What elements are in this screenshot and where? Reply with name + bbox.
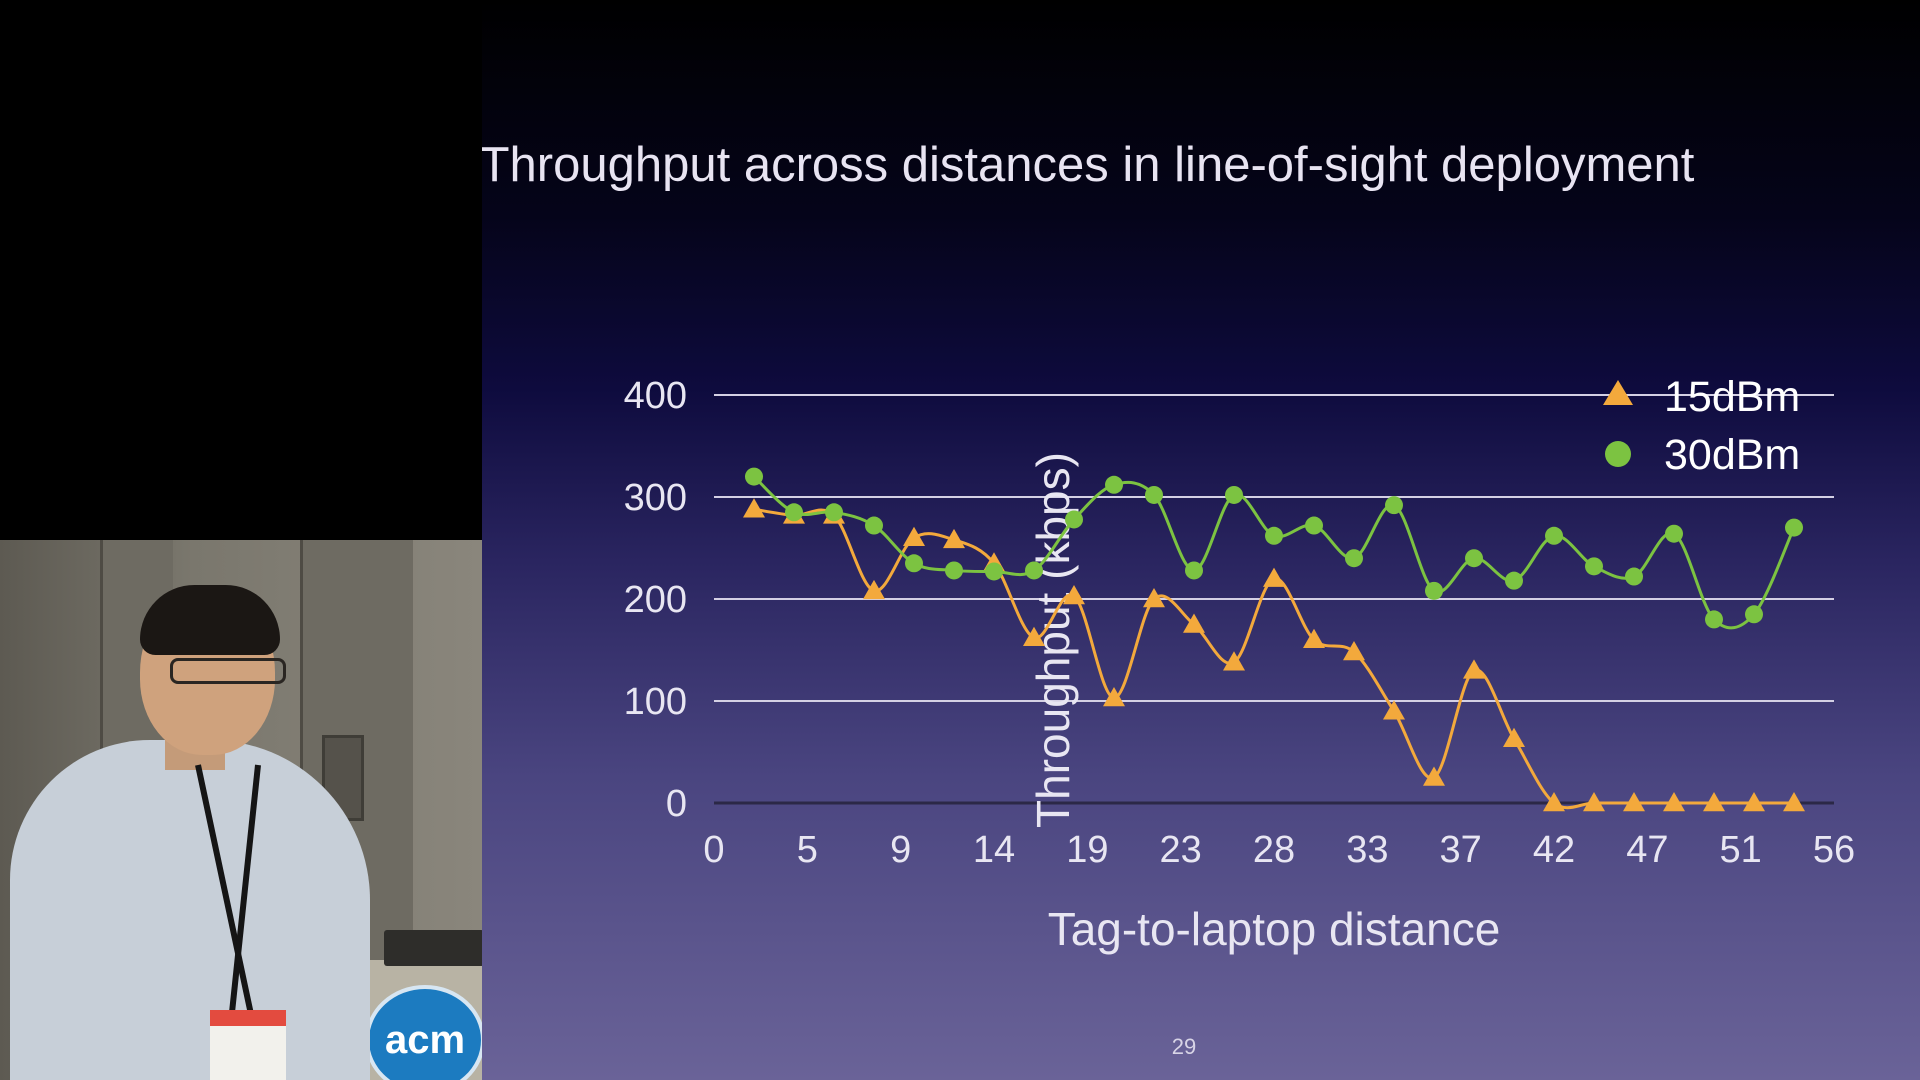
- x-tick-label: 47: [1626, 829, 1668, 871]
- data-point: [1265, 526, 1283, 545]
- data-point: [1505, 571, 1523, 590]
- series-line: [753, 507, 1794, 810]
- x-tick-label: 28: [1253, 829, 1295, 871]
- y-axis-ticks: 0 100 200 300 400: [624, 375, 687, 825]
- data-point: [903, 526, 925, 547]
- data-point: [1183, 613, 1205, 633]
- x-tick-label: 42: [1533, 829, 1575, 871]
- data-point: [1705, 610, 1723, 629]
- data-point: [1023, 626, 1045, 647]
- legend-label-15dbm: 15dBm: [1664, 373, 1800, 421]
- data-point: [1425, 581, 1443, 600]
- data-point: [745, 467, 763, 486]
- data-point: [1145, 485, 1163, 504]
- data-point: [985, 562, 1003, 581]
- laptop: [384, 930, 482, 966]
- data-point: [825, 503, 843, 522]
- data-point: [1665, 524, 1683, 543]
- data-point: [1263, 567, 1285, 587]
- data-point: [1025, 561, 1043, 580]
- x-tick-label: 23: [1160, 829, 1202, 871]
- legend-marker-30dbm: [1605, 441, 1631, 467]
- y-tick-label: 100: [624, 681, 687, 723]
- x-tick-label: 0: [703, 829, 724, 871]
- data-point: [743, 498, 765, 518]
- data-point: [1783, 792, 1805, 812]
- data-point: [1423, 766, 1445, 786]
- speaker-video-pane: acm: [0, 540, 482, 1080]
- y-tick-label: 0: [666, 783, 687, 825]
- series-15dbm: [743, 498, 1805, 812]
- data-point: [1065, 510, 1083, 529]
- data-point: [1105, 475, 1123, 494]
- data-point: [905, 554, 923, 573]
- data-point: [1385, 496, 1403, 515]
- data-point: [1063, 584, 1085, 605]
- speaker-glasses: [170, 658, 286, 684]
- legend: 15dBm 30dBm: [1603, 373, 1800, 479]
- speaker-hair: [140, 585, 280, 655]
- data-point: [1545, 526, 1563, 545]
- slide-page-number: 29: [1172, 1034, 1196, 1059]
- x-tick-label: 14: [973, 829, 1015, 871]
- chart-title: Throughput across distances in line-of-s…: [482, 138, 1695, 192]
- data-point: [1463, 659, 1485, 679]
- data-point: [1785, 518, 1803, 537]
- x-tick-label: 51: [1720, 829, 1762, 871]
- data-point: [1303, 628, 1325, 649]
- x-tick-label: 37: [1440, 829, 1482, 871]
- x-tick-label: 9: [890, 829, 911, 871]
- x-tick-label: 19: [1066, 829, 1108, 871]
- data-point: [1703, 792, 1725, 812]
- data-point: [865, 516, 883, 535]
- series-30dbm: [745, 467, 1803, 630]
- data-point: [1623, 792, 1645, 812]
- data-point: [1305, 516, 1323, 535]
- data-point: [863, 579, 885, 600]
- data-point: [1343, 641, 1365, 661]
- data-point: [1143, 588, 1165, 608]
- x-axis-label: Tag-to-laptop distance: [1048, 903, 1501, 955]
- data-point: [1745, 605, 1763, 624]
- legend-marker-15dbm: [1603, 380, 1633, 405]
- acm-logo: acm: [365, 985, 482, 1080]
- data-point: [1743, 792, 1765, 812]
- data-point: [1103, 686, 1125, 707]
- name-badge: [210, 1010, 286, 1080]
- data-series: [743, 467, 1805, 812]
- data-point: [943, 528, 965, 549]
- data-point: [1625, 567, 1643, 586]
- legend-label-30dbm: 30dBm: [1664, 431, 1800, 479]
- throughput-chart: Throughput across distances in line-of-s…: [482, 138, 1855, 1059]
- speaker-shirt: [10, 740, 370, 1080]
- data-point: [785, 503, 803, 522]
- data-point: [1465, 549, 1483, 568]
- y-tick-label: 300: [624, 477, 687, 519]
- x-tick-label: 5: [797, 829, 818, 871]
- series-line: [752, 475, 1796, 630]
- y-tick-label: 200: [624, 579, 687, 621]
- data-point: [1185, 561, 1203, 580]
- x-tick-label: 33: [1346, 829, 1388, 871]
- data-point: [1345, 549, 1363, 568]
- data-point: [1383, 700, 1405, 720]
- data-point: [1585, 557, 1603, 576]
- y-tick-label: 400: [624, 375, 687, 417]
- data-point: [1223, 651, 1245, 671]
- data-point: [1543, 792, 1565, 812]
- x-tick-label: 56: [1813, 829, 1855, 871]
- data-point: [1225, 485, 1243, 504]
- x-axis-ticks: 0 5 9 14 19 23 28 33 37 42 47 51 56: [703, 829, 1855, 871]
- data-point: [1503, 727, 1525, 747]
- data-point: [945, 561, 963, 580]
- data-point: [1663, 792, 1685, 812]
- presentation-slide: Throughput across distances in line-of-s…: [482, 0, 1920, 1080]
- data-point: [1583, 792, 1605, 812]
